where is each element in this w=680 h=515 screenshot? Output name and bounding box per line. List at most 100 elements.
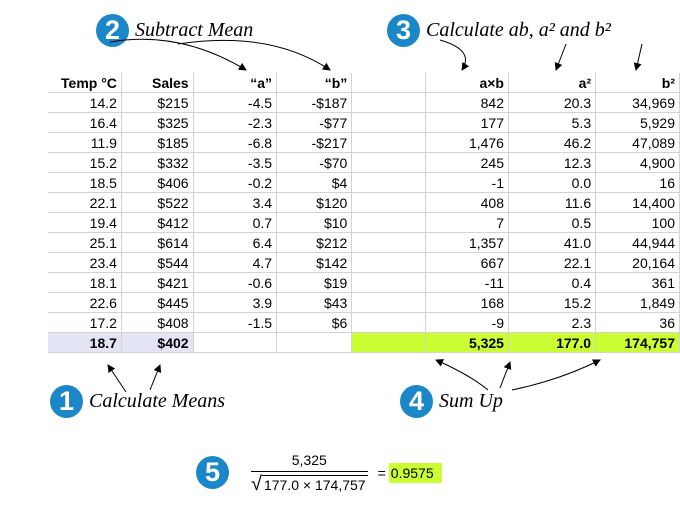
- gap-cell: [351, 152, 427, 173]
- table-row: 17.2 $408 -1.5 $6 -9 2.3 36: [48, 312, 680, 333]
- cell-a2: 46.2: [508, 132, 597, 153]
- arrow-step3-to-b2: [633, 43, 643, 71]
- step-3-label: Calculate ab, a² and b²: [426, 19, 611, 41]
- cell-ab: -1: [425, 172, 509, 193]
- table-row: 16.4 $325 -2.3 -$77 177 5.3 5,929: [48, 112, 680, 133]
- cell-a: -6.8: [193, 132, 278, 153]
- cell-ab: 408: [425, 192, 509, 213]
- cell-ab: 168: [425, 292, 509, 313]
- cell-b2: 36: [595, 312, 680, 333]
- cell-b: $43: [276, 292, 353, 313]
- cell-b2: 20,164: [595, 252, 680, 273]
- gap-cell: [351, 92, 427, 113]
- cell-a: 3.4: [193, 192, 278, 213]
- step-3-annotation: 3 Calculate ab, a² and b²: [387, 14, 611, 47]
- step-2-label: Subtract Mean: [135, 19, 254, 41]
- cell-b: $6: [276, 312, 353, 333]
- cell-temp: 18.5: [48, 172, 122, 193]
- header-ab: a×b: [425, 73, 509, 93]
- cell-temp: 11.9: [48, 132, 122, 153]
- gap-cell: [351, 192, 427, 213]
- arrow-step1-to-sales: [149, 364, 162, 391]
- formula-numerator: 5,325: [291, 452, 327, 468]
- cell-sales: $332: [121, 152, 194, 173]
- cell-a2: 2.3: [508, 312, 597, 333]
- arrow-step4-to-b2: [511, 359, 601, 391]
- correlation-formula: 5 5,325 √ 177.0 × 174,757 = 0.9575: [196, 452, 442, 494]
- step-5-badge: 5: [196, 456, 229, 489]
- cell-sales: $614: [121, 232, 194, 253]
- cell-a: 4.7: [193, 252, 278, 273]
- arrow-step3-to-a2: [554, 43, 567, 71]
- arrow-step2-to-b: [177, 39, 331, 71]
- formula-fraction: 5,325 √ 177.0 × 174,757: [251, 452, 368, 494]
- arrow-step3-to-ab: [439, 39, 470, 71]
- gap-cell: [351, 252, 427, 273]
- cell-a: -0.2: [193, 172, 278, 193]
- cell-b: $19: [276, 272, 353, 293]
- cell-a2: 20.3: [508, 92, 597, 113]
- cell-temp: 17.2: [48, 312, 122, 333]
- summary-empty-b: [276, 332, 353, 353]
- table-row: 14.2 $215 -4.5 -$187 842 20.3 34,969: [48, 92, 680, 113]
- table-row: 15.2 $332 -3.5 -$70 245 12.3 4,900: [48, 152, 680, 173]
- cell-ab: 842: [425, 92, 509, 113]
- cell-a: -4.5: [193, 92, 278, 113]
- arrow-step2-to-a: [109, 38, 247, 71]
- mean-temp: 18.7: [48, 332, 122, 353]
- table-row: 25.1 $614 6.4 $212 1,357 41.0 44,944: [48, 232, 680, 253]
- step-4-label: Sum Up: [439, 390, 503, 412]
- cell-a: -1.5: [193, 312, 278, 333]
- cell-ab: 177: [425, 112, 509, 133]
- gap-cell: [351, 112, 427, 133]
- table-row: 19.4 $412 0.7 $10 7 0.5 100: [48, 212, 680, 233]
- cell-sales: $522: [121, 192, 194, 213]
- cell-sales: $412: [121, 212, 194, 233]
- cell-b: -$187: [276, 92, 353, 113]
- table-row: 22.6 $445 3.9 $43 168 15.2 1,849: [48, 292, 680, 313]
- cell-a2: 11.6: [508, 192, 597, 213]
- table-row: 11.9 $185 -6.8 -$217 1,476 46.2 47,089: [48, 132, 680, 153]
- cell-b2: 100: [595, 212, 680, 233]
- gap-cell: [351, 312, 427, 333]
- header-b2: b²: [595, 73, 680, 93]
- step-4-annotation: 4 Sum Up: [400, 385, 503, 418]
- header-sales: Sales: [121, 73, 194, 93]
- table-row: 18.5 $406 -0.2 $4 -1 0.0 16: [48, 172, 680, 193]
- cell-temp: 14.2: [48, 92, 122, 113]
- gap-cell: [351, 132, 427, 153]
- cell-sales: $408: [121, 312, 194, 333]
- cell-sales: $406: [121, 172, 194, 193]
- cell-a: -3.5: [193, 152, 278, 173]
- cell-temp: 23.4: [48, 252, 122, 273]
- cell-b2: 47,089: [595, 132, 680, 153]
- cell-temp: 16.4: [48, 112, 122, 133]
- formula-result: 0.9575: [388, 462, 442, 483]
- cell-b: $120: [276, 192, 353, 213]
- cell-sales: $185: [121, 132, 194, 153]
- sum-a2: 177.0: [508, 332, 597, 353]
- cell-a2: 0.4: [508, 272, 597, 293]
- cell-b: $10: [276, 212, 353, 233]
- cell-b: -$77: [276, 112, 353, 133]
- gap-cell: [351, 172, 427, 193]
- gap-cell: [351, 212, 427, 233]
- cell-ab: 7: [425, 212, 509, 233]
- cell-temp: 19.4: [48, 212, 122, 233]
- cell-sales: $215: [121, 92, 194, 113]
- cell-a: 0.7: [193, 212, 278, 233]
- cell-temp: 25.1: [48, 232, 122, 253]
- cell-sales: $421: [121, 272, 194, 293]
- table-row: 18.1 $421 -0.6 $19 -11 0.4 361: [48, 272, 680, 293]
- gap-cell: [351, 292, 427, 313]
- gap-cell: [351, 232, 427, 253]
- cell-b: $4: [276, 172, 353, 193]
- calculation-table: Temp °C Sales “a” “b” a×b a² b² 14.2 $215…: [48, 73, 680, 353]
- cell-b: $142: [276, 252, 353, 273]
- summary-empty-a: [193, 332, 278, 353]
- cell-a2: 0.5: [508, 212, 597, 233]
- cell-b2: 1,849: [595, 292, 680, 313]
- arrow-step1-to-temp: [107, 364, 127, 393]
- cell-a2: 41.0: [508, 232, 597, 253]
